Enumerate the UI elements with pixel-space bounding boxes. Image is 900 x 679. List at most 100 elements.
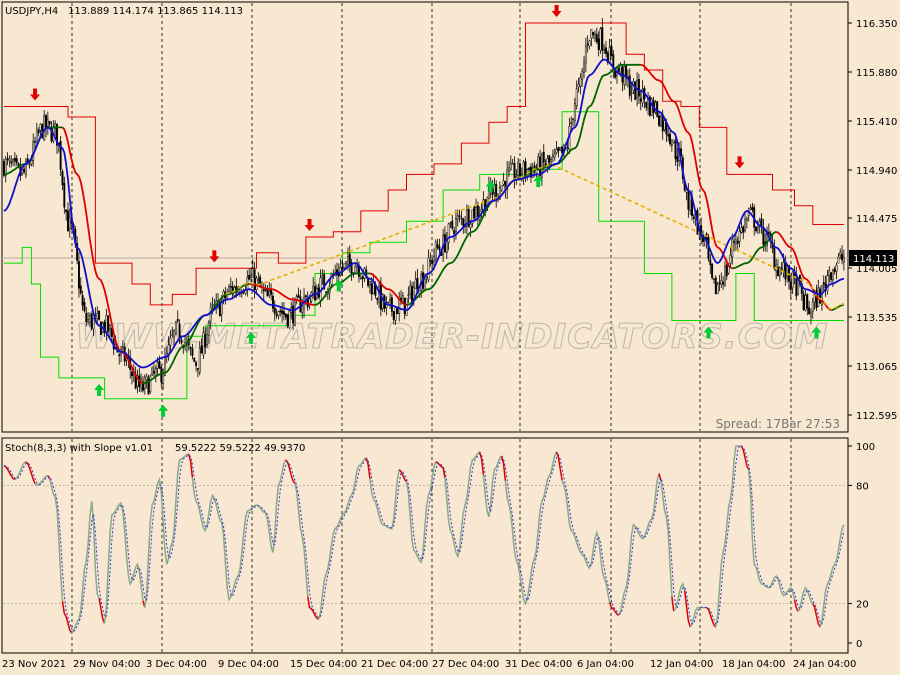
candle <box>431 256 434 269</box>
candle <box>409 280 412 300</box>
candle-body-up <box>778 267 781 277</box>
candle-body-up <box>475 207 478 220</box>
candle <box>511 158 514 165</box>
candle <box>745 216 748 229</box>
candle-body-down <box>495 184 498 200</box>
candle <box>711 263 714 280</box>
stochastic-main-line <box>34 474 49 487</box>
candle <box>802 290 805 311</box>
candle-body-down <box>336 269 338 276</box>
candle-body-up <box>619 65 622 74</box>
candle-body-down <box>539 156 542 176</box>
candle <box>35 122 38 145</box>
candle-body-down <box>833 268 836 272</box>
candle-body-up <box>345 261 348 264</box>
candle-body-up <box>389 299 392 302</box>
candle-body-up <box>24 161 27 176</box>
candle-body-up <box>575 88 578 107</box>
candle-body-down <box>637 79 640 97</box>
candle <box>286 313 289 329</box>
candle-body-up <box>121 346 124 349</box>
candle-body-down <box>196 368 199 370</box>
candle <box>271 291 274 313</box>
candle-body-down <box>760 218 763 226</box>
candle-body-down <box>592 31 595 36</box>
candle <box>778 266 781 282</box>
candle <box>434 239 437 264</box>
candle <box>570 116 573 132</box>
candle-body-up <box>198 348 201 373</box>
candle-body-up <box>540 154 543 178</box>
candle-body-up <box>28 164 31 166</box>
candle-body-down <box>85 312 88 323</box>
candle-body-down <box>733 240 736 243</box>
candle-body-down <box>204 334 207 348</box>
candle <box>250 267 252 284</box>
candle <box>462 217 465 234</box>
stochastic-main-line <box>444 451 481 559</box>
candle <box>606 50 609 65</box>
candle <box>473 206 476 220</box>
candle <box>92 318 95 337</box>
candle <box>826 269 829 295</box>
candle <box>749 204 752 211</box>
buy-arrow <box>245 331 256 344</box>
stochastic-pane-border <box>1 437 849 654</box>
fast-ma-line <box>3 58 845 369</box>
candle <box>641 80 644 108</box>
candle-body-down <box>361 276 364 279</box>
candle <box>48 121 51 127</box>
candle-body-down <box>63 183 66 208</box>
candle <box>321 269 324 285</box>
candle-body-down <box>98 310 101 320</box>
candle-body-up <box>791 271 794 289</box>
time-axis-label: 15 Dec 04:00 <box>290 659 357 670</box>
candle <box>368 280 371 294</box>
buy-arrow <box>811 326 822 339</box>
candle <box>650 97 653 116</box>
candle-body-up <box>584 45 587 64</box>
candle-body-down <box>597 38 600 50</box>
candle-body-up <box>498 187 501 200</box>
candle-body-up <box>469 223 472 229</box>
candle-body-down <box>639 98 642 102</box>
candle <box>449 221 452 228</box>
candle-body-down <box>147 378 150 395</box>
candle-body-up <box>30 160 33 165</box>
stochastic-main-extreme <box>555 451 563 481</box>
candle-body-up <box>659 116 662 127</box>
candle-body-down <box>841 253 843 261</box>
stochastic-main-extreme <box>608 602 620 617</box>
buy-arrow <box>703 326 714 339</box>
candle-body-down <box>645 101 648 108</box>
stochastic-main-extreme <box>61 601 73 634</box>
candle-body-up <box>766 230 768 246</box>
candle-body-up <box>162 373 165 384</box>
candle <box>509 155 512 171</box>
stochastic-axis: 100 80 20 0 <box>848 442 875 650</box>
candle-body-up <box>837 256 840 264</box>
candle-body-down <box>755 226 757 232</box>
candle-body-down <box>279 310 282 312</box>
candle-body-up <box>603 49 606 51</box>
candle-body-down <box>266 288 269 297</box>
candle <box>656 100 659 118</box>
candle <box>85 306 88 327</box>
candle <box>191 343 194 360</box>
candle-body-down <box>376 298 379 301</box>
candle-body-down <box>304 295 307 298</box>
price-channels <box>3 22 844 400</box>
price-axis-label: 114.475 <box>856 214 897 225</box>
candle <box>171 326 174 338</box>
buy-arrow <box>94 383 105 396</box>
candle-body-down <box>65 209 68 213</box>
candle-body-down <box>709 259 712 266</box>
current-price-label: 114.113 <box>853 254 894 265</box>
candle <box>744 212 747 233</box>
stochastic-lines <box>3 445 845 634</box>
candle-body-up <box>559 147 562 151</box>
candle <box>566 142 569 154</box>
candle-body-up <box>407 294 410 296</box>
candle <box>282 302 285 321</box>
candle <box>394 306 397 325</box>
